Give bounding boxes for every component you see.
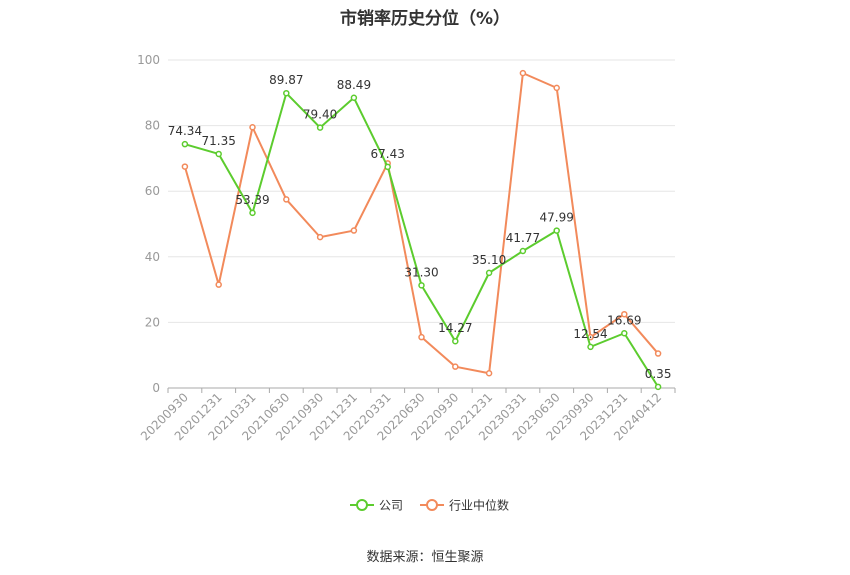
legend-label: 行业中位数 xyxy=(449,498,509,513)
data-point xyxy=(519,69,527,77)
data-point xyxy=(418,333,425,341)
data-label: 41.77 xyxy=(506,231,540,245)
data-label: 14.27 xyxy=(438,321,472,335)
data-label: 16.69 xyxy=(607,313,641,327)
data-label: 74.34 xyxy=(168,124,202,138)
data-point xyxy=(283,196,290,203)
legend-item[interactable]: 公司 xyxy=(350,499,403,513)
data-point xyxy=(418,282,425,289)
data-point xyxy=(181,140,189,148)
legend-marker xyxy=(356,499,368,511)
series-line xyxy=(184,92,659,388)
y-tick-label: 20 xyxy=(145,315,160,329)
chart-title: 市销率历史分位（%） xyxy=(339,9,511,29)
data-point xyxy=(452,337,459,345)
data-point xyxy=(249,123,256,131)
data-point xyxy=(350,227,358,234)
data-label: 35.10 xyxy=(472,253,506,267)
y-tick-label: 40 xyxy=(145,250,160,264)
data-point xyxy=(249,209,256,217)
data-point xyxy=(316,124,324,131)
data-label: 89.87 xyxy=(269,73,303,87)
data-point xyxy=(587,343,594,351)
data-point xyxy=(621,310,628,318)
data-point xyxy=(553,84,560,92)
data-point xyxy=(519,247,527,255)
y-tick-label: 80 xyxy=(145,119,160,133)
data-point xyxy=(654,383,662,391)
data-label: 31.30 xyxy=(404,265,438,279)
data-point xyxy=(485,269,493,277)
y-tick-label: 100 xyxy=(137,53,160,67)
data-point xyxy=(350,94,358,102)
data-label: 67.43 xyxy=(371,147,405,161)
data-point xyxy=(181,163,189,170)
data-point xyxy=(215,150,222,158)
source-note: 数据来源：恒生聚源 xyxy=(366,550,484,565)
axes: 0204060801002020093020201231202103312021… xyxy=(137,53,676,443)
data-label: 79.40 xyxy=(303,108,337,122)
y-tick-label: 60 xyxy=(145,184,160,198)
data-point xyxy=(316,233,324,241)
y-tick-label: 0 xyxy=(152,381,160,395)
data-point xyxy=(654,350,662,357)
data-point xyxy=(384,163,391,171)
legend-item[interactable]: 行业中位数 xyxy=(420,498,509,513)
legend-marker xyxy=(426,499,438,511)
data-point xyxy=(621,330,628,337)
grid-lines xyxy=(168,59,675,323)
data-label: 71.35 xyxy=(202,134,236,148)
series-lines xyxy=(181,69,662,391)
data-point xyxy=(485,369,493,377)
legend-label: 公司 xyxy=(379,499,403,513)
data-label: 88.49 xyxy=(337,78,371,92)
data-point xyxy=(553,227,560,234)
data-label: 12.54 xyxy=(573,327,607,341)
data-label: 47.99 xyxy=(540,211,574,225)
legend[interactable]: 公司 行业中位数 xyxy=(350,498,509,513)
data-point xyxy=(283,89,290,97)
data-label: 0.35 xyxy=(645,367,672,381)
data-label: 53.39 xyxy=(235,193,269,207)
data-point xyxy=(215,281,222,288)
data-point xyxy=(452,363,459,370)
